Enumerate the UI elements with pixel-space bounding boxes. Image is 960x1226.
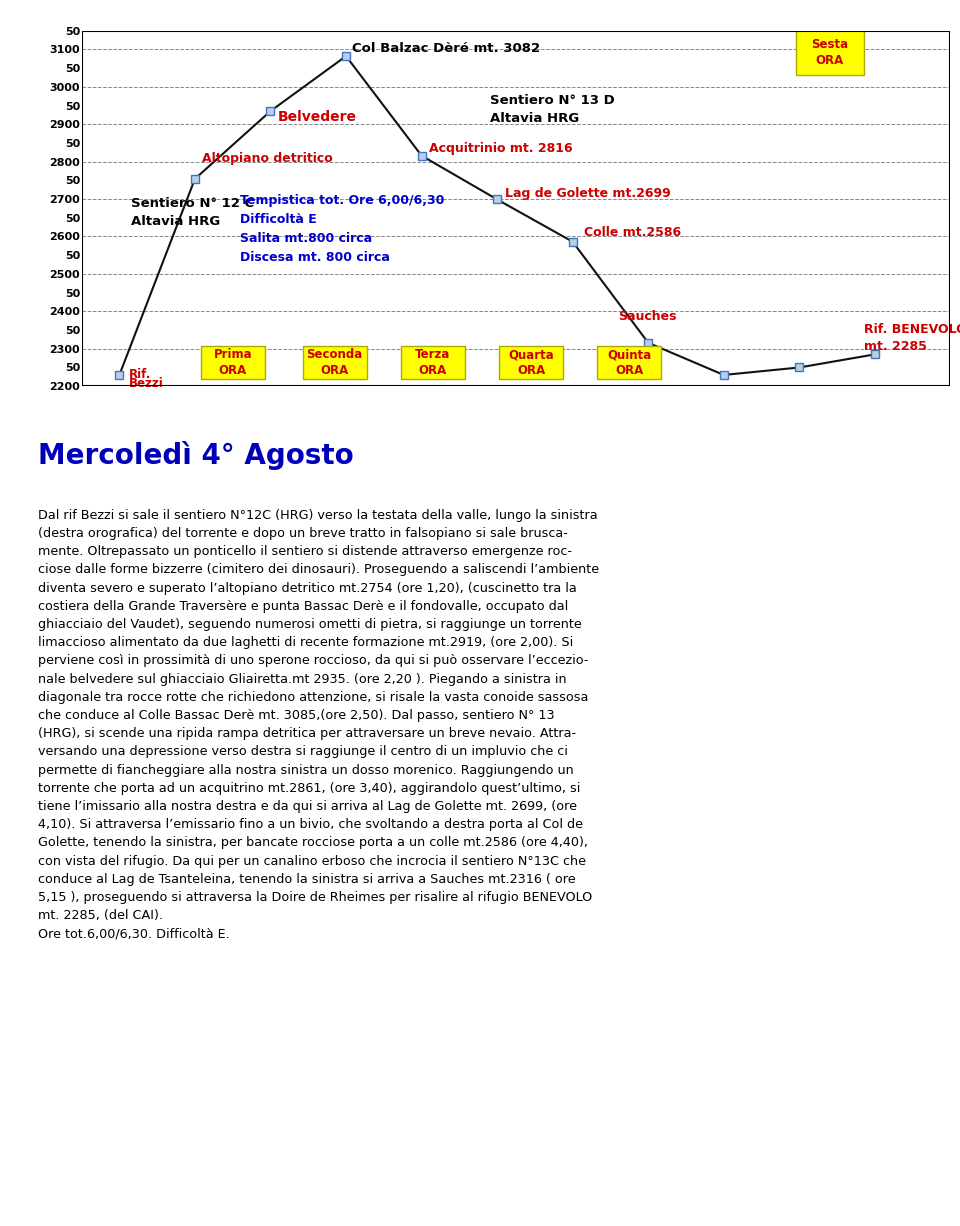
Text: Mercoledì 4° Agosto: Mercoledì 4° Agosto: [38, 441, 354, 471]
FancyBboxPatch shape: [499, 346, 564, 380]
Text: Colle mt.2586: Colle mt.2586: [584, 227, 681, 239]
Text: Seconda
ORA: Seconda ORA: [306, 348, 363, 378]
Text: Prima
ORA: Prima ORA: [213, 348, 252, 378]
Text: Belvedere: Belvedere: [278, 110, 357, 124]
FancyBboxPatch shape: [400, 346, 465, 380]
Text: Quinta
ORA: Quinta ORA: [607, 348, 652, 378]
Text: Rif.: Rif.: [129, 368, 151, 381]
FancyBboxPatch shape: [597, 346, 661, 380]
FancyBboxPatch shape: [796, 29, 864, 75]
Text: Quarta
ORA: Quarta ORA: [508, 348, 554, 378]
FancyBboxPatch shape: [302, 346, 367, 380]
Text: Dal rif Bezzi si sale il sentiero N°12C (HRG) verso la testata della valle, lung: Dal rif Bezzi si sale il sentiero N°12C …: [38, 509, 600, 940]
Text: Lag de Golette mt.2699: Lag de Golette mt.2699: [505, 186, 670, 200]
Text: Altopiano detritico: Altopiano detritico: [203, 152, 333, 166]
Text: Sentiero N° 13 D
Altavia HRG: Sentiero N° 13 D Altavia HRG: [490, 93, 614, 125]
Text: Terza
ORA: Terza ORA: [416, 348, 450, 378]
Text: Rif. BENEVOLO
mt. 2285: Rif. BENEVOLO mt. 2285: [864, 322, 960, 353]
Text: Bezzi: Bezzi: [129, 376, 163, 390]
Text: Sauches: Sauches: [618, 310, 677, 322]
FancyBboxPatch shape: [201, 346, 265, 380]
Text: Acquitrinio mt. 2816: Acquitrinio mt. 2816: [429, 142, 573, 154]
Text: Tempistica tot. Ore 6,00/6,30
Difficoltà E
Salita mt.800 circa
Discesa mt. 800 c: Tempistica tot. Ore 6,00/6,30 Difficoltà…: [240, 194, 444, 264]
Bar: [82, 31, 950, 386]
Text: Col Balzac Dèré mt. 3082: Col Balzac Dèré mt. 3082: [352, 42, 540, 55]
Text: Sesta
ORA: Sesta ORA: [811, 38, 848, 67]
Text: Sentiero N° 12 C
Altavia HRG: Sentiero N° 12 C Altavia HRG: [131, 196, 253, 228]
